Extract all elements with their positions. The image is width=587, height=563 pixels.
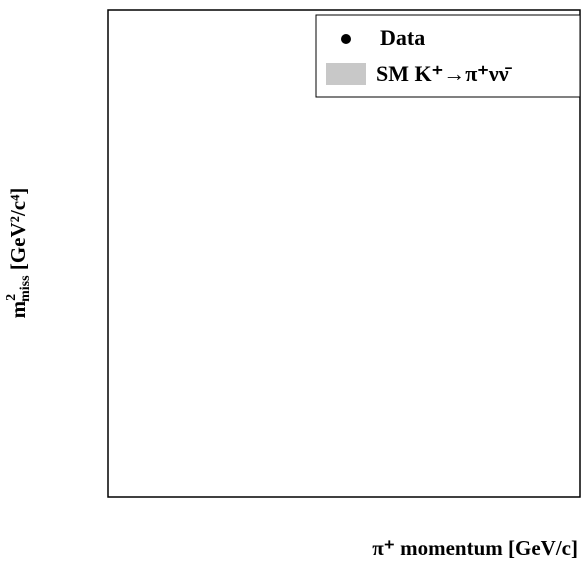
y-label-unit: [GeV²/c⁴] xyxy=(6,188,30,276)
legend: Data SM K⁺→π⁺νν̄ xyxy=(315,14,581,98)
legend-label: SM K⁺→π⁺νν̄ xyxy=(376,61,513,86)
legend-swatch xyxy=(326,63,366,85)
legend-marker xyxy=(341,34,351,44)
x-axis-label: π⁺ momentum [GeV/c] xyxy=(372,536,578,560)
legend-label: Data xyxy=(380,25,425,50)
frame xyxy=(107,9,581,498)
y-label-sub: miss xyxy=(18,275,33,302)
y-label-sup: 2 xyxy=(4,294,19,301)
y-axis-label: m2miss [GeV²/c⁴] xyxy=(4,188,33,319)
y-label-base: m xyxy=(6,300,30,318)
